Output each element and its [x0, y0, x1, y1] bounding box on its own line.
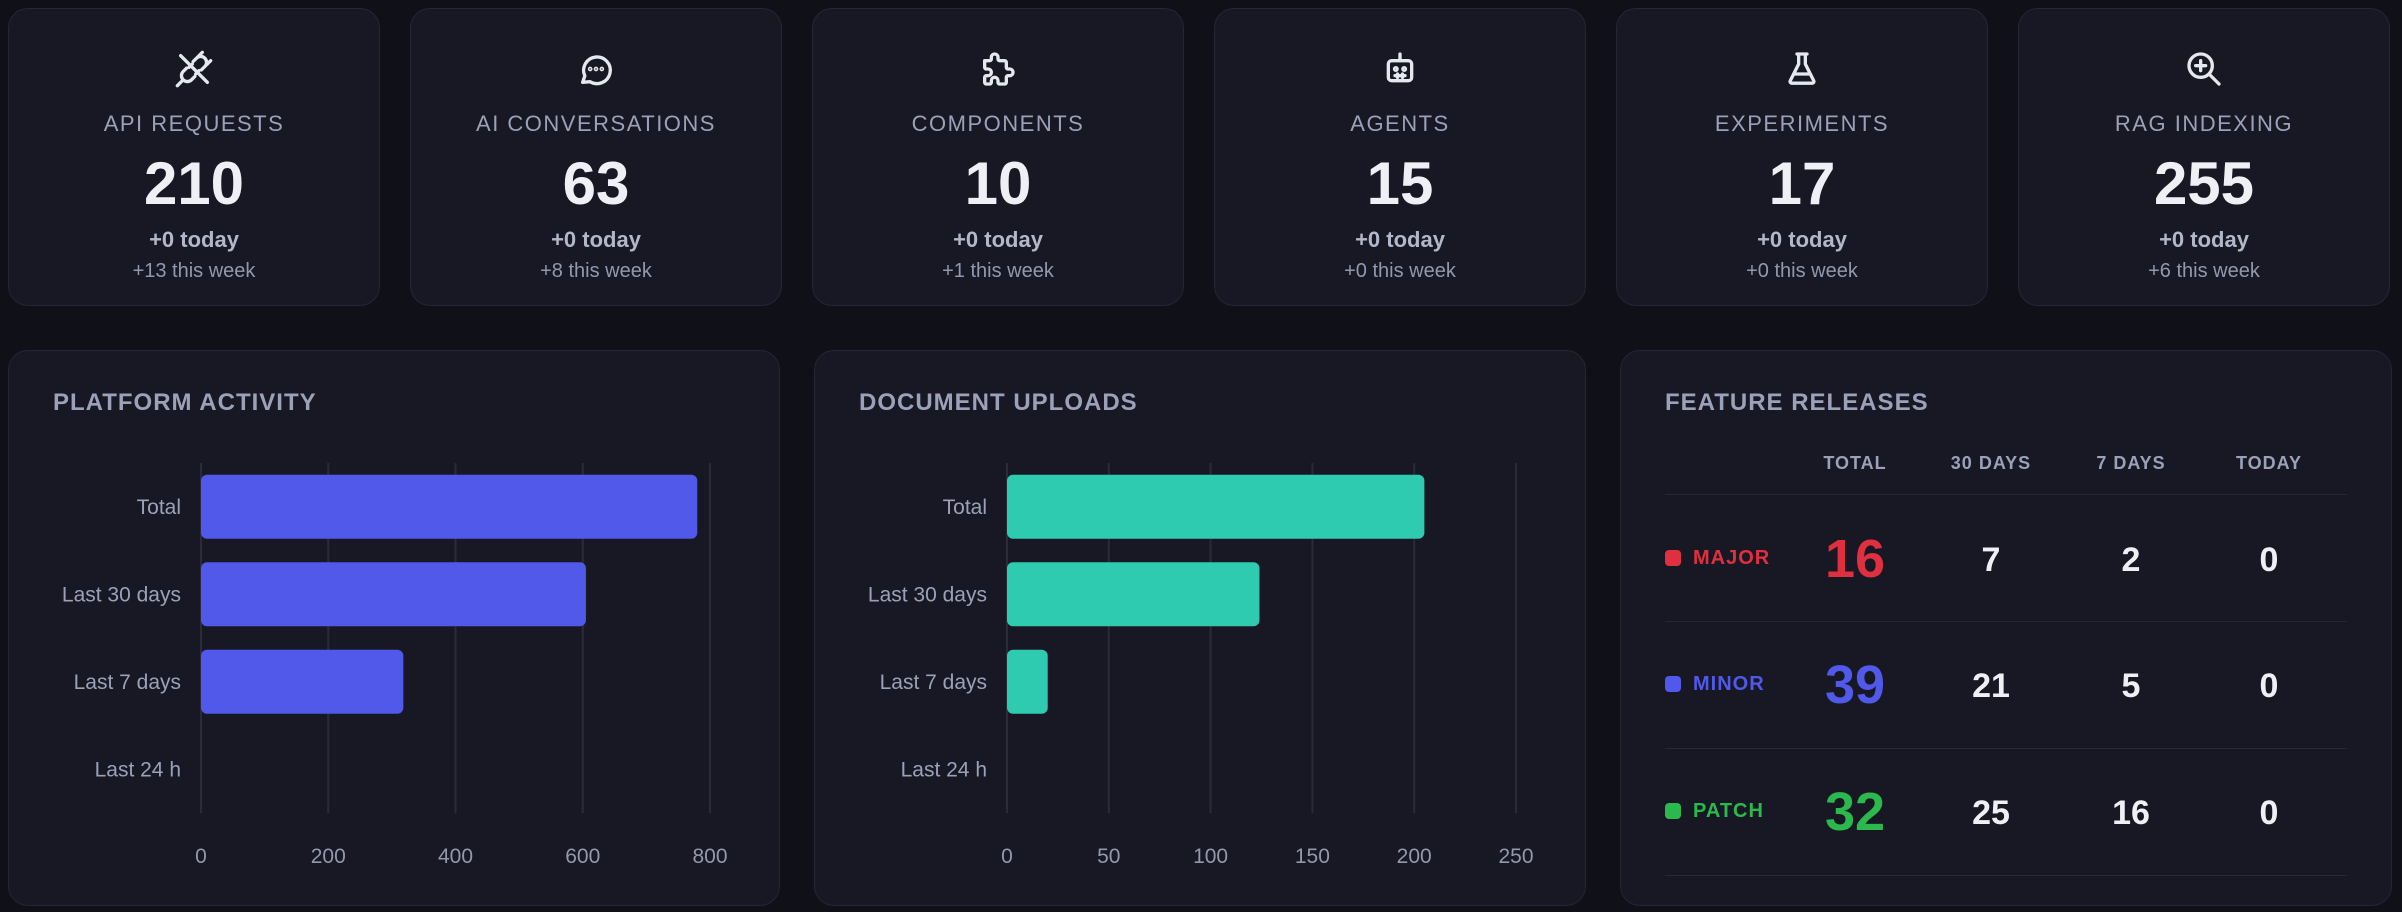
bar-last-30-days[interactable] [201, 562, 586, 627]
feature-releases-panel: FEATURE RELEASES TOTAL 30 DAYS 7 DAYS TO… [1620, 350, 2392, 906]
panel-title: FEATURE RELEASES [1665, 389, 1929, 416]
release-7-days: 5 [2121, 667, 2141, 705]
row-divider [1665, 748, 2347, 749]
release-7-days: 2 [2121, 541, 2141, 579]
x-tick-label: 0 [195, 845, 207, 868]
x-tick-label: 250 [1498, 845, 1533, 868]
release-type-dot [1665, 550, 1681, 566]
bar-total[interactable] [1007, 474, 1425, 539]
release-total: 16 [1824, 529, 1886, 589]
stat-week: +8 this week [540, 260, 652, 282]
stat-value: 255 [2153, 150, 2255, 217]
stat-label: COMPONENTS [911, 111, 1085, 136]
release-row-patch: PATCH 32 25 16 0 [1665, 748, 2347, 874]
release-today: 0 [2259, 541, 2279, 579]
stat-value: 10 [964, 150, 1032, 217]
stat-week: +13 this week [132, 260, 256, 282]
y-category-label: Total [943, 496, 987, 519]
stat-today: +0 today [953, 227, 1043, 252]
robot-icon [1215, 49, 1585, 93]
document-uploads-chart: 0 50 100 150 200 250 Total Last 30 days Last 7 d… [868, 463, 1534, 868]
stat-value: 210 [143, 150, 245, 217]
y-category-label: Last 24 h [901, 758, 987, 781]
stat-card-components: COMPONENTS 10 +0 today +1 this week [812, 8, 1184, 306]
plug-off-icon [9, 49, 379, 93]
y-category-label: Last 7 days [74, 671, 181, 694]
release-type-dot [1665, 676, 1681, 692]
x-tick-label: 200 [311, 845, 346, 868]
stat-label: AI CONVERSATIONS [476, 111, 716, 136]
x-tick-label: 100 [1193, 845, 1228, 868]
stat-week: +0 this week [1344, 260, 1456, 282]
release-type-label: MAJOR [1693, 547, 1771, 569]
release-today: 0 [2259, 794, 2279, 832]
x-tick-label: 400 [438, 845, 473, 868]
release-today: 0 [2259, 667, 2279, 705]
chat-bubble-icon [411, 49, 781, 93]
x-tick-label: 200 [1397, 845, 1432, 868]
col-header-total: TOTAL [1823, 453, 1887, 473]
release-type-label: PATCH [1693, 800, 1764, 822]
release-type-label: MINOR [1693, 673, 1765, 695]
y-category-label: Last 7 days [880, 671, 987, 694]
y-category-label: Last 30 days [62, 583, 181, 606]
row-divider [1665, 621, 2347, 622]
flask-icon [1617, 49, 1987, 93]
release-row-major: MAJOR 16 7 2 0 [1665, 495, 2347, 621]
stat-card-api-requests: API REQUESTS 210 +0 today +13 this week [8, 8, 380, 306]
col-header-7-days: 7 DAYS [2096, 453, 2166, 473]
panel-title: PLATFORM ACTIVITY [53, 389, 317, 416]
document-uploads-panel: DOCUMENT UPLOADS 0 50 100 150 200 250 Total Las… [814, 350, 1586, 906]
x-tick-label: 150 [1295, 845, 1330, 868]
stat-value: 15 [1366, 150, 1434, 217]
release-30-days: 7 [1981, 541, 2001, 579]
release-type-dot [1665, 803, 1681, 819]
release-30-days: 21 [1972, 667, 2010, 705]
y-category-label: Last 24 h [95, 758, 181, 781]
platform-activity-chart: 0 200 400 600 800 Total Last 30 days Last 7 day… [62, 463, 728, 868]
stat-card-ai-conversations: AI CONVERSATIONS 63 +0 today +8 this week [410, 8, 782, 306]
stat-today: +0 today [2159, 227, 2249, 252]
stat-today: +0 today [1355, 227, 1445, 252]
platform-activity-panel: PLATFORM ACTIVITY 0 200 400 600 800 Total Last… [8, 350, 780, 906]
stat-today: +0 today [1757, 227, 1847, 252]
stat-card-agents: AGENTS 15 +0 today +0 this week [1214, 8, 1586, 306]
x-tick-label: 0 [1001, 845, 1013, 868]
stat-today: +0 today [551, 227, 641, 252]
stat-week: +1 this week [942, 260, 1054, 282]
stat-today: +0 today [149, 227, 239, 252]
stat-label: AGENTS [1350, 111, 1450, 136]
bar-last-7-days[interactable] [1007, 649, 1048, 714]
stat-value: 17 [1768, 150, 1836, 217]
stat-label: RAG INDEXING [2114, 111, 2294, 136]
release-row-minor: MINOR 39 21 5 0 [1665, 621, 2347, 747]
col-header-30-days: 30 DAYS [1950, 453, 2032, 473]
x-tick-label: 50 [1097, 845, 1120, 868]
release-total: 39 [1824, 655, 1886, 715]
x-tick-label: 600 [565, 845, 600, 868]
release-7-days: 16 [2112, 794, 2150, 832]
x-tick-label: 800 [692, 845, 727, 868]
release-30-days: 25 [1972, 794, 2010, 832]
row-divider [1665, 494, 2347, 495]
col-header-today: TODAY [2235, 453, 2303, 473]
row-divider [1665, 875, 2347, 876]
y-category-label: Last 30 days [868, 583, 987, 606]
stat-card-experiments: EXPERIMENTS 17 +0 today +0 this week [1616, 8, 1988, 306]
puzzle-icon [813, 49, 1183, 93]
bar-last-30-days[interactable] [1007, 562, 1260, 627]
stat-week: +6 this week [2148, 260, 2260, 282]
stat-label: EXPERIMENTS [1714, 111, 1890, 136]
bar-total[interactable] [201, 474, 698, 539]
zoom-in-icon [2019, 49, 2389, 93]
stat-week: +0 this week [1746, 260, 1858, 282]
stat-label: API REQUESTS [103, 111, 285, 136]
release-total: 32 [1824, 782, 1886, 842]
panel-title: DOCUMENT UPLOADS [859, 389, 1138, 416]
stat-card-rag-indexing: RAG INDEXING 255 +0 today +6 this week [2018, 8, 2390, 306]
y-category-label: Total [137, 496, 181, 519]
stat-value: 63 [562, 150, 630, 217]
bar-last-7-days[interactable] [201, 649, 404, 714]
